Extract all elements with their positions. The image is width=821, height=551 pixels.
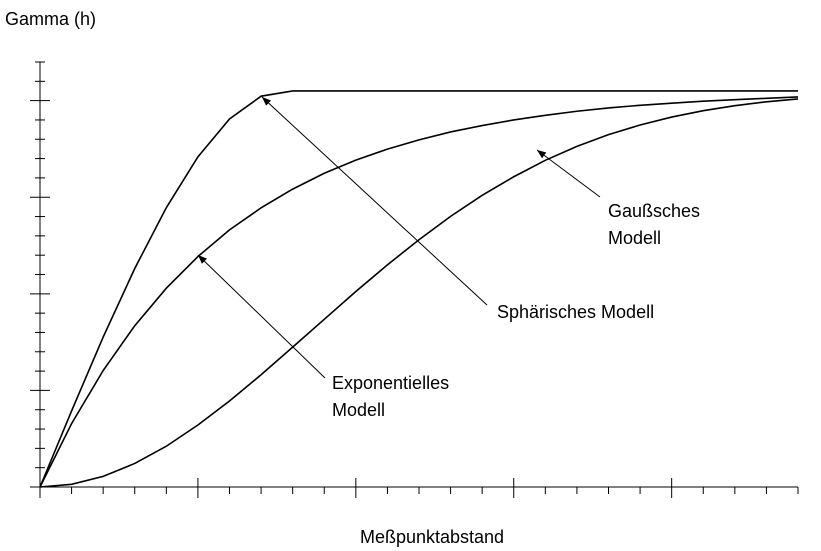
series-line	[39, 98, 799, 488]
x-axis-label: Meßpunktabstand	[360, 527, 504, 547]
annotation: Modell	[608, 228, 661, 248]
series-line	[39, 96, 799, 488]
annotation: Exponentielles	[332, 373, 449, 393]
annotation-arrow	[261, 96, 488, 306]
annotation-arrow	[197, 254, 326, 379]
annotation: Gaußsches	[608, 201, 700, 221]
annotation: Sphärisches Modell	[497, 302, 654, 322]
annotation: Modell	[332, 400, 385, 420]
y-axis-label: Gamma (h)	[5, 9, 96, 29]
annotation-arrow	[536, 149, 601, 198]
series-line	[39, 90, 798, 488]
